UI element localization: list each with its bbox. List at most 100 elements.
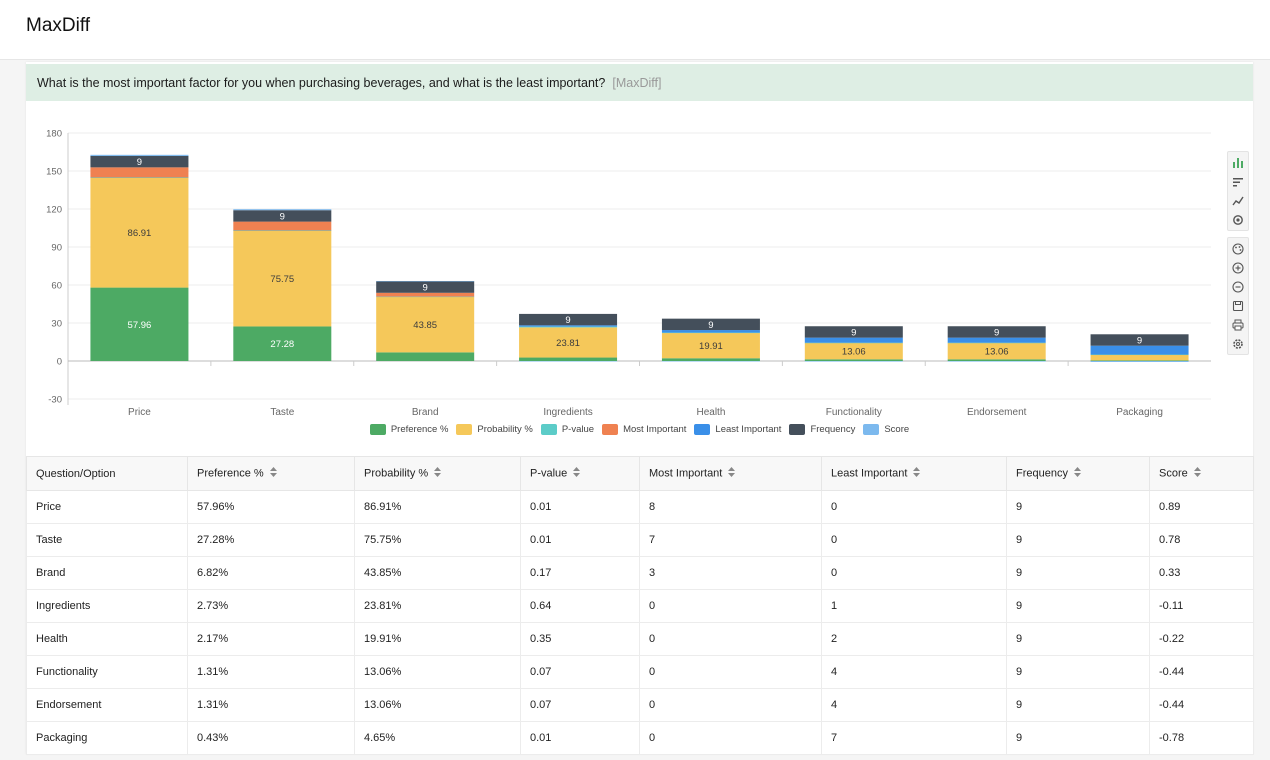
table-cell: 75.75% [354,523,521,557]
bar-segment-pvalue [661,332,760,334]
y-tick-label: 30 [51,319,62,330]
save-icon[interactable] [1228,296,1248,315]
bar-segment-pvalue [519,326,618,328]
table-cell: 0 [639,721,822,755]
table-cell: 1 [821,589,1007,623]
table-cell: 0.01 [520,490,640,524]
table-row: Taste 27.28% 75.75% 0.01 7 0 9 0.78 [26,523,1254,557]
table-cell: Health [26,622,188,656]
bar-segment-least [947,337,1046,343]
header-pvalue[interactable]: P-value [520,456,640,491]
bar-segment-preference [947,359,1046,361]
sort-icon[interactable] [913,467,921,480]
bar-segment-preference [519,357,618,361]
header-least-important[interactable]: Least Important [821,456,1007,491]
palette-icon[interactable] [1228,239,1248,258]
legend-item-score[interactable]: Score [863,424,909,435]
table-cell: -0.44 [1149,655,1254,689]
bar-segment-score [1090,361,1189,362]
header-question-option[interactable]: Question/Option [26,456,188,491]
x-category-label: Health [696,407,725,418]
table-cell: 9 [1006,556,1150,590]
zoom-in-icon[interactable] [1228,258,1248,277]
bar-segment-preference [90,287,189,361]
bar-segment-least [804,337,903,343]
data-label-probability: 43.85 [413,320,437,331]
top-bar: MaxDiff [0,0,1270,60]
table-cell: -0.78 [1149,721,1254,755]
table-cell: Functionality [26,655,188,689]
table-cell: 0.17 [520,556,640,590]
legend-item-pvalue[interactable]: P-value [540,424,595,435]
bar-segment-preference [376,352,475,361]
bar-segment-frequency [1090,334,1189,346]
chart-legend: Preference % Probability % P-value Most Imp… [26,424,1253,435]
table-cell: Taste [26,523,188,557]
chart-type-group [1227,151,1249,231]
header-score[interactable]: Score [1149,456,1254,491]
header-probability[interactable]: Probability % [354,456,521,491]
table-cell: 3 [639,556,822,590]
legend-label: Least Important [715,424,782,435]
header-frequency[interactable]: Frequency [1006,456,1150,491]
settings-icon[interactable] [1228,210,1248,229]
sort-icon[interactable] [728,467,736,480]
y-tick-label: 90 [51,243,62,254]
legend-label: P-value [561,424,595,435]
sort-icon[interactable] [573,467,581,480]
line-chart-icon[interactable] [1228,191,1248,210]
bar-segment-frequency [804,326,903,338]
data-label-probability: 13.06 [985,347,1009,358]
bar-segment-most [376,292,475,297]
bar-segment-probability [233,230,332,327]
sort-icon[interactable] [1073,467,1081,480]
maxdiff-card: What is the most important factor for yo… [26,62,1254,755]
zoom-out-icon[interactable] [1228,277,1248,296]
header-most-important[interactable]: Most Important [639,456,822,491]
table-cell: 9 [1006,523,1150,557]
table-cell: 4 [821,655,1007,689]
data-label-probability: 86.91 [128,228,152,239]
bar-segment-pvalue [947,342,1046,344]
y-tick-label: 150 [46,167,62,178]
table-cell: Packaging [26,721,188,755]
legend-item-probability[interactable]: Probability % [456,424,533,435]
legend-item-least[interactable]: Least Important [694,424,781,435]
question-text: What is the most important factor for yo… [37,75,606,90]
legend-item-most[interactable]: Most Important [602,424,686,435]
legend-item-frequency[interactable]: Frequency [789,424,855,435]
bar-chart-icon[interactable] [1228,153,1248,172]
table-cell: 9 [1006,721,1150,755]
bar-segment-frequency [947,326,1046,338]
bar-segment-probability [90,177,189,288]
table-row: Brand 6.82% 43.85% 0.17 3 0 9 0.33 [26,556,1254,590]
table-row: Price 57.96% 86.91% 0.01 8 0 9 0.89 [26,490,1254,524]
sort-icon[interactable] [269,467,277,480]
legend-label: Frequency [810,424,856,435]
gear-icon[interactable] [1228,334,1248,353]
sort-icon[interactable] [1228,172,1248,191]
table-cell: 0 [639,688,822,722]
results-table: Question/Option Preference % Probability… [26,456,1254,755]
header-preference[interactable]: Preference % [187,456,355,491]
sort-icon[interactable] [1193,467,1201,480]
table-cell: 0.01 [520,523,640,557]
print-icon[interactable] [1228,315,1248,334]
bar-segment-preference [233,326,332,361]
bar-segment-frequency [661,318,760,331]
table-row: Endorsement 1.31% 13.06% 0.07 0 4 9 -0.44 [26,688,1254,722]
y-tick-label: 0 [57,357,62,368]
bar-segment-score [233,209,332,211]
table-cell: 9 [1006,490,1150,524]
sort-icon[interactable] [434,467,442,480]
legend-swatch [369,424,386,435]
data-label-frequency: 9 [708,320,713,331]
bar-segment-score [376,280,475,282]
table-cell: 0.01 [520,721,640,755]
bar-segment-frequency [233,210,332,222]
y-tick-label: 180 [46,129,62,140]
bar-segment-probability [947,342,1046,360]
bar-segment-least [519,325,618,327]
data-label-probability: 75.75 [270,274,294,285]
legend-item-preference[interactable]: Preference % [369,424,448,435]
